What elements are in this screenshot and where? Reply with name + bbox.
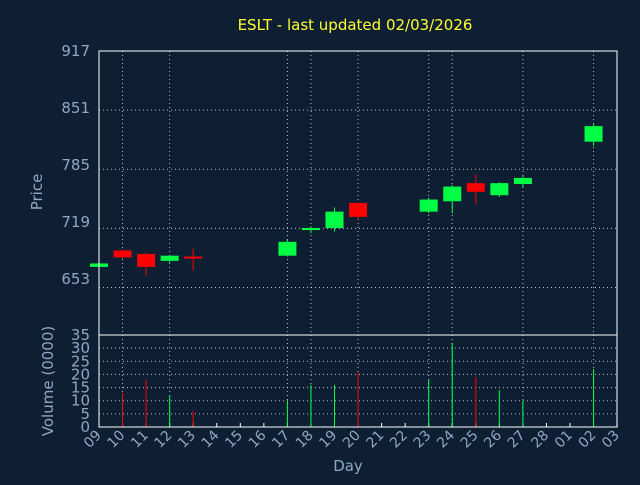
volume-tick-label: 10 — [71, 392, 90, 410]
x-tick-label: 20 — [340, 428, 364, 452]
x-tick-label: 19 — [316, 428, 340, 452]
price-y-ticks: 653 719 785 851 917 35 — [61, 42, 90, 344]
x-tick-label: 02 — [575, 428, 599, 452]
candle-body — [584, 126, 603, 142]
price-panel-frame — [98, 50, 618, 336]
candle-body — [325, 211, 344, 229]
x-tick-label: 10 — [104, 428, 128, 452]
x-tick-label: 17 — [269, 428, 293, 452]
volume-tick-label: 30 — [71, 339, 90, 357]
candle-body — [137, 253, 156, 267]
price-tick-label: 917 — [61, 42, 90, 60]
candle-body — [349, 203, 368, 217]
volume-tick-label: 20 — [71, 365, 90, 383]
x-tick-label: 13 — [175, 428, 199, 452]
x-tick-label: 01 — [552, 428, 576, 452]
x-tick-label: 25 — [458, 428, 482, 452]
x-axis-label: Day — [333, 457, 363, 475]
volume-bars — [122, 342, 595, 427]
x-tick-label: 26 — [481, 427, 505, 451]
candle-body — [443, 186, 462, 202]
candle-body — [278, 241, 297, 256]
volume-tick-label: 15 — [71, 379, 90, 397]
x-tick-label: 16 — [246, 427, 270, 451]
x-tick-label: 11 — [128, 428, 152, 452]
x-tick-label: 03 — [599, 428, 623, 452]
price-axis-label: Price — [28, 174, 46, 211]
price-tick-label: 785 — [61, 156, 90, 174]
price-tick-label: 851 — [61, 99, 90, 117]
candle-body — [184, 256, 203, 259]
candle-body — [113, 250, 132, 258]
volume-tick-label: 5 — [80, 405, 90, 423]
candle-body — [466, 183, 485, 192]
x-tick-label: 28 — [528, 428, 552, 452]
price-grid — [99, 51, 617, 335]
x-tick-label: 24 — [434, 427, 458, 451]
candle-body — [419, 199, 438, 212]
x-tick-label: 14 — [199, 427, 223, 451]
price-tick-label: 653 — [61, 270, 90, 288]
chart-title: ESLT - last updated 02/03/2026 — [238, 16, 473, 34]
candle-body — [513, 177, 532, 184]
x-tick-label: 12 — [152, 428, 176, 452]
x-tick-label: 15 — [222, 428, 246, 452]
x-tick-label: 27 — [505, 428, 529, 452]
volume-tick-label: 25 — [71, 352, 90, 370]
x-tick-label: 18 — [293, 428, 317, 452]
x-tick-label: 22 — [387, 428, 411, 452]
x-tick-label: 21 — [364, 428, 388, 452]
candle-body — [301, 228, 320, 231]
volume-tick-label: 0 — [80, 418, 90, 436]
price-tick-label: 719 — [61, 213, 90, 231]
candle-body — [490, 183, 509, 196]
candle-body — [160, 255, 179, 261]
volume-tick-label: 35 — [71, 326, 90, 344]
volume-panel-frame — [98, 334, 618, 428]
x-tick-label: 23 — [411, 428, 435, 452]
volume-axis-label: Volume (0000) — [39, 326, 57, 436]
candles — [90, 123, 603, 276]
